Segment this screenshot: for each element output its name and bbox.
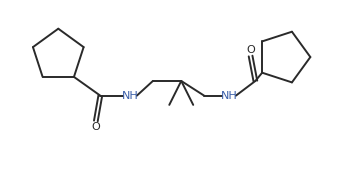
Text: O: O (91, 122, 100, 132)
Text: NH: NH (122, 91, 139, 101)
Text: NH: NH (221, 91, 237, 101)
Text: O: O (246, 45, 255, 55)
